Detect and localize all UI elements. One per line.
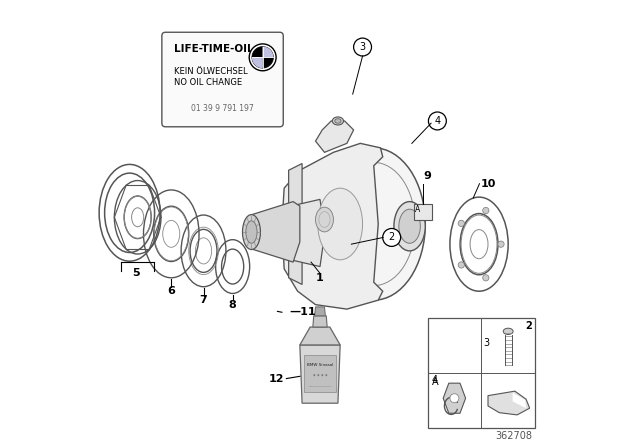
Text: LIFE-TIME-OIL: LIFE-TIME-OIL (173, 44, 253, 54)
Text: 12: 12 (269, 374, 284, 383)
Text: ___________: ___________ (308, 383, 332, 387)
Ellipse shape (335, 119, 341, 123)
Wedge shape (262, 47, 273, 57)
Circle shape (483, 207, 489, 214)
Ellipse shape (317, 188, 362, 260)
Ellipse shape (316, 207, 333, 232)
Polygon shape (316, 121, 353, 152)
Circle shape (353, 38, 371, 56)
Text: 8: 8 (228, 300, 237, 310)
Text: 1: 1 (316, 273, 324, 283)
Circle shape (383, 228, 401, 246)
Text: BMW Sinasol: BMW Sinasol (307, 363, 333, 367)
Text: 7: 7 (200, 295, 207, 305)
Text: A: A (415, 205, 420, 214)
Polygon shape (313, 316, 327, 327)
FancyBboxPatch shape (162, 32, 284, 127)
Circle shape (483, 275, 489, 281)
Wedge shape (252, 57, 262, 68)
Polygon shape (289, 164, 302, 284)
Polygon shape (300, 345, 340, 403)
Polygon shape (488, 391, 530, 415)
Circle shape (249, 44, 276, 71)
Text: 9: 9 (424, 172, 431, 181)
Polygon shape (513, 392, 526, 408)
Ellipse shape (503, 328, 513, 335)
Text: 5: 5 (132, 268, 140, 278)
Circle shape (458, 220, 465, 227)
Circle shape (498, 241, 504, 247)
Text: 4: 4 (435, 116, 440, 126)
Polygon shape (443, 383, 466, 413)
Text: 4: 4 (432, 375, 438, 385)
Ellipse shape (323, 148, 425, 300)
Ellipse shape (246, 221, 257, 243)
Text: 01 39 9 791 197: 01 39 9 791 197 (191, 104, 254, 113)
Polygon shape (300, 327, 340, 345)
Polygon shape (250, 202, 300, 262)
Text: 2: 2 (525, 321, 532, 332)
Polygon shape (315, 307, 325, 316)
Text: 2: 2 (388, 233, 395, 242)
Wedge shape (252, 47, 262, 57)
Circle shape (458, 262, 465, 268)
Wedge shape (262, 57, 273, 68)
Ellipse shape (243, 215, 260, 250)
Text: A: A (432, 377, 438, 388)
Text: * * * *: * * * * (313, 374, 327, 379)
Text: 10: 10 (481, 179, 496, 189)
Ellipse shape (394, 202, 425, 251)
Polygon shape (414, 204, 432, 220)
Text: 3: 3 (360, 42, 365, 52)
Polygon shape (282, 143, 383, 309)
Bar (304, 355, 335, 392)
Text: —11: —11 (289, 307, 316, 317)
Circle shape (428, 112, 446, 130)
Text: NO OIL CHANGE: NO OIL CHANGE (173, 78, 242, 87)
Ellipse shape (399, 209, 420, 243)
Ellipse shape (332, 117, 344, 125)
Text: 362708: 362708 (496, 431, 532, 441)
Text: 3: 3 (483, 338, 490, 348)
Text: KEIN ÖLWECHSEL: KEIN ÖLWECHSEL (173, 67, 247, 76)
Text: 6: 6 (167, 286, 175, 296)
Polygon shape (291, 199, 324, 267)
Bar (428, 318, 535, 428)
Circle shape (450, 394, 459, 403)
